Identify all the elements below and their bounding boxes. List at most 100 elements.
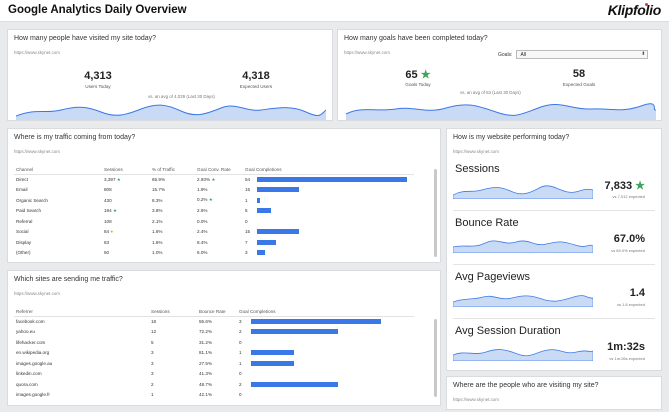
table-row: Paid Search 194 ★ 3.8% 2.6% 5 [14,206,414,217]
fire-icon: ● [110,229,114,235]
bounce-cell: 48.7% [199,381,213,387]
metric-title: Avg Pageviews [455,271,531,283]
goals-sparkline [346,103,656,120]
goals-card-url[interactable]: https://www.skynet.com [344,50,390,55]
referrer-cell[interactable]: linkedin.com [16,371,42,377]
table-row: images.google.fr 1 42.1% 0 [14,390,414,401]
conv-cell: 6.0% [197,250,208,256]
referrers-table: Referrer Sessions Bounce Rate Goal Compl… [14,307,414,400]
col-referrer: Referrer [14,307,149,317]
sessions-cell: 84 ● [104,229,114,235]
star-icon: ★ [208,197,213,203]
channel-cell: Direct [16,177,28,182]
referrer-cell[interactable]: en.wikipedia.org [16,350,50,356]
star-icon: ★ [420,69,431,81]
completions-bar [257,187,299,193]
top-bar: Google Analytics Daily Overview Klipfoli… [0,0,669,22]
chevron-down-icon: ⬍ [641,51,646,57]
klipfolio-logo: Klipfolio [607,2,662,18]
traffic-scrollbar[interactable] [434,169,437,257]
channel-cell: Organic Search [16,197,48,203]
geo-card: Where are the people who are visiting my… [446,376,662,410]
geo-card-url[interactable]: https://www.skynet.com [453,397,499,402]
referrers-card-title: Which sites are sending me traffic? [14,276,123,283]
completions-bar [257,208,271,214]
ref-sessions-cell: 2 [151,381,154,387]
performance-card: How is my website performing today? http… [446,128,662,371]
referrer-cell[interactable]: images.google.au [16,360,53,366]
goals-avg-note: vs. an avg of 53 (Last 30 Days) [460,90,521,95]
pct-cell: 1.6% [152,239,163,245]
ref-completions-bar [251,350,294,356]
traffic-card: Where is my traffic coming from today? h… [7,128,441,263]
pct-cell: 65.9% [152,177,166,182]
ref-completions-bar [251,319,381,325]
referrer-cell[interactable]: facebook.com [16,319,45,324]
pct-cell: 8.3% [152,197,163,203]
ref-completions-cell: 0 [239,371,242,377]
goals-filter-value: All [520,52,527,58]
table-row: Direct 3,397 ★ 65.9% 2.93% ★ 54 [14,174,414,185]
referrers-card-url[interactable]: https://www.skynet.com [14,291,60,296]
ref-sessions-cell: 3 [151,360,154,366]
expected-users-value: 4,318 [242,70,270,82]
table-row: en.wikipedia.org 3 81.1% 1 [14,348,414,359]
performance-card-url[interactable]: https://www.skynet.com [453,149,499,154]
metric-sparkline [453,349,593,361]
table-row: quora.com 2 48.7% 2 [14,379,414,390]
metric-title: Bounce Rate [455,217,519,229]
table-row: images.google.au 3 27.5% 1 [14,358,414,369]
table-row: Social 84 ● 1.6% 2.4% 15 [14,227,414,238]
referrer-cell[interactable]: lifehacker.com [16,339,46,345]
visits-avg-note: vs. an avg of 4,029 (Last 30 Days) [148,94,215,99]
goals-filter-select[interactable]: All ⬍ [516,50,649,59]
metric-value: 7,833 ★ [604,180,645,192]
sessions-cell: 194 ★ [104,207,118,213]
ref-completions-cell: 2 [237,327,414,338]
conv-cell: 0.0% [197,218,208,224]
metric-divider [453,318,655,319]
col-pct-traffic: % of Traffic [150,165,195,175]
logo-dot-icon [645,3,648,6]
channel-cell: Paid Search [16,208,42,214]
col-goal-conv: Goal Conv. Rate [195,165,243,175]
table-row: linkedin.com 3 41.3% 0 [14,369,414,380]
ref-sessions-cell: 3 [151,350,154,356]
channel-cell: Social [16,229,29,235]
visits-card-url[interactable]: https://www.skynet.com [14,50,60,55]
metric-value: 1.4 [629,287,645,299]
referrer-cell[interactable]: yahoo.eu [16,329,35,335]
visits-sparkline [16,104,326,120]
referrer-cell[interactable]: images.google.fr [16,392,50,398]
completions-cell: 15 [243,227,414,238]
conv-cell: 2.6% [197,208,208,214]
completions-bar [257,177,407,183]
completions-bar [257,197,260,203]
metric-expected: vs 1.8 expected [616,302,645,307]
bounce-cell: 27.5% [199,360,213,366]
metric-sparkline [453,240,593,253]
ref-sessions-cell: 12 [151,329,157,335]
traffic-card-url[interactable]: https://www.skynet.com [14,149,60,154]
completions-bar [257,250,265,256]
table-row: Display 83 1.6% 8.4% 7 [14,237,414,248]
metric-sparkline [453,295,593,307]
metric-divider [453,210,655,211]
users-today-label: Users Today [85,84,111,89]
channel-cell: Email [16,187,28,193]
completions-cell: 54 [243,174,414,185]
expected-goals-value: 58 [572,68,586,80]
referrers-scrollbar[interactable] [434,319,437,397]
conv-cell: 0.2% ★ [197,197,213,203]
ref-sessions-cell: 1 [151,392,154,398]
pct-cell: 1.0% [152,250,163,256]
page-title: Google Analytics Daily Overview [8,4,187,16]
ref-sessions-cell: 5 [151,339,154,345]
metric-sparkline [453,185,593,199]
referrer-cell[interactable]: quora.com [16,381,38,387]
completions-bar [257,229,299,235]
ref-completions-cell: 2 [237,379,414,390]
visits-card-title: How many people have visited my site tod… [14,35,157,42]
table-row: (Other) 50 1.0% 6.0% 3 [14,248,414,259]
users-today-value: 4,313 [84,70,112,82]
